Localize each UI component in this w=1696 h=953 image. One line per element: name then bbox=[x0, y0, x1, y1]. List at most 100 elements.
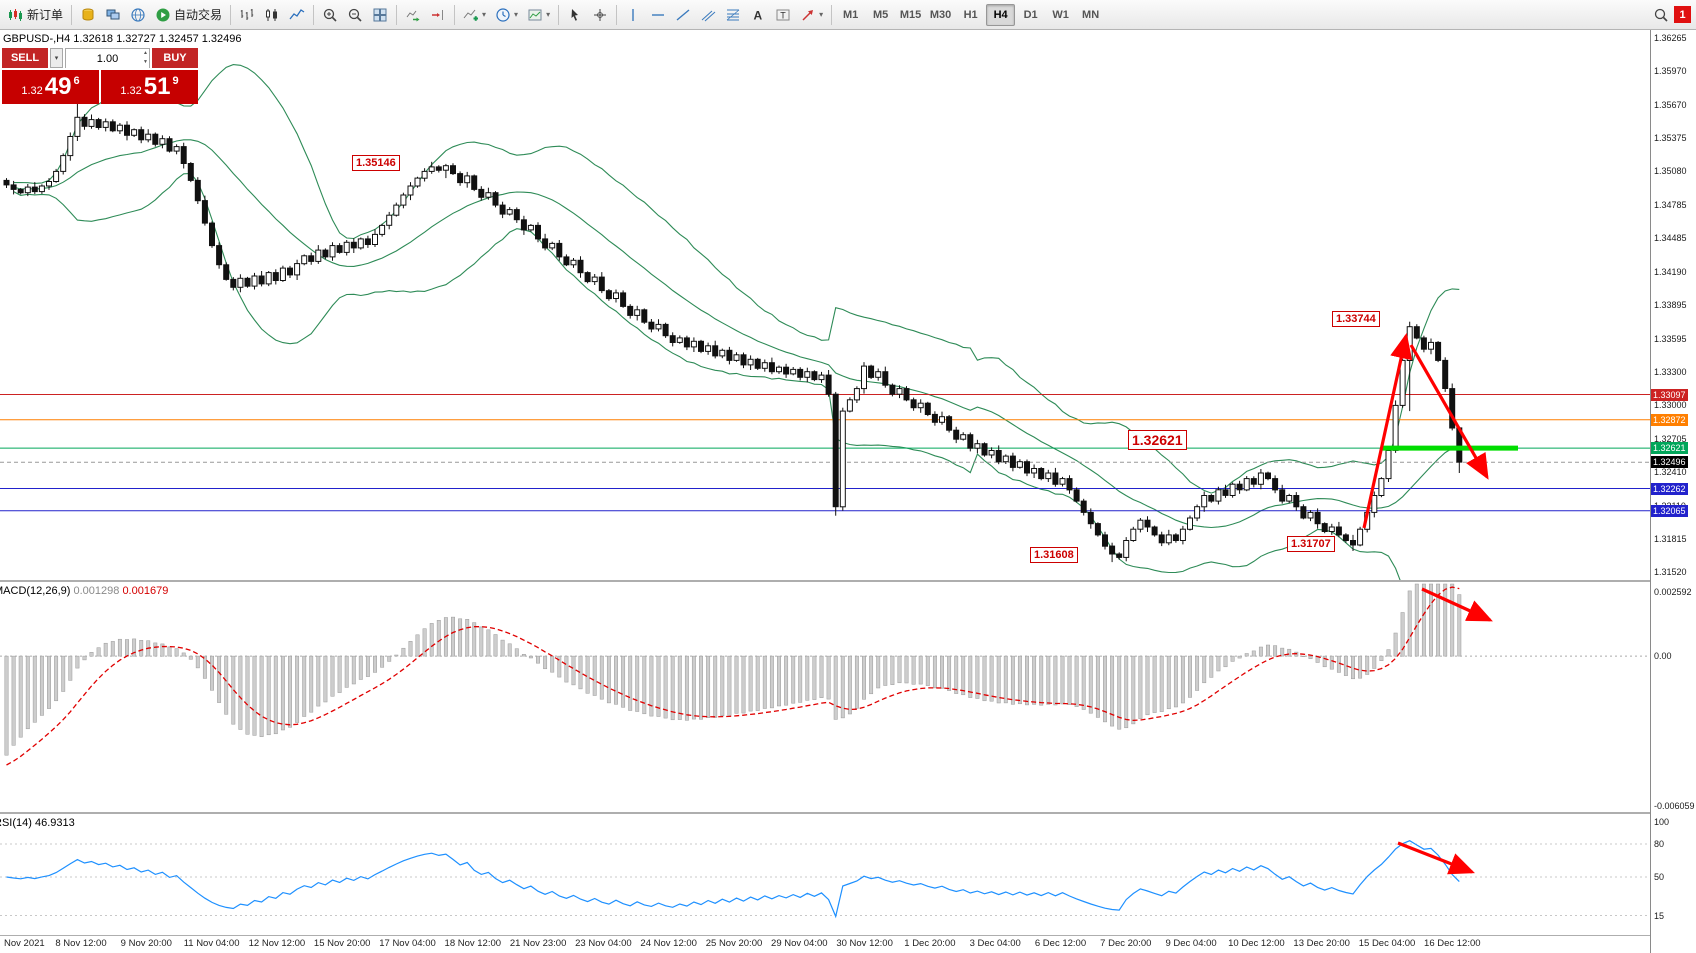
panel-separator[interactable] bbox=[0, 812, 1696, 814]
buy-price-tile[interactable]: 1.32 51 9 bbox=[101, 70, 198, 104]
ohlc-title-text: GBPUSD-,H4 1.32618 1.32727 1.32457 1.324… bbox=[3, 33, 242, 45]
macd-axis-label: 0.00 bbox=[1654, 651, 1672, 662]
vertical-line-button[interactable] bbox=[621, 3, 645, 27]
buy-button[interactable]: BUY bbox=[152, 48, 198, 68]
play-icon bbox=[155, 7, 171, 23]
rsi-line bbox=[6, 840, 1460, 919]
price-tag-1.32496: 1.32496 bbox=[1651, 456, 1688, 469]
tf-h1[interactable]: H1 bbox=[963, 8, 978, 21]
templates-button[interactable]: ▾ bbox=[523, 3, 554, 27]
panel-separator[interactable] bbox=[0, 935, 1696, 936]
line-chart-button[interactable] bbox=[285, 3, 309, 27]
rsi-panel-canvas[interactable] bbox=[0, 814, 1650, 935]
new-order-button[interactable]: 新订单 bbox=[4, 3, 67, 27]
toolbar-separator bbox=[313, 4, 315, 25]
toolbar-separator bbox=[71, 4, 73, 25]
price-tick: 1.33895 bbox=[1654, 299, 1687, 310]
candles-layer bbox=[3, 81, 1463, 563]
time-label: 9 Nov 20:00 bbox=[120, 938, 172, 949]
macd-panel-canvas[interactable] bbox=[0, 582, 1650, 812]
buy-price-pip: 9 bbox=[172, 75, 179, 87]
clock-icon bbox=[495, 7, 511, 23]
crosshair-button[interactable] bbox=[588, 3, 612, 27]
price-tag-1.33097: 1.33097 bbox=[1651, 388, 1688, 401]
indicators-button[interactable]: ▾ bbox=[459, 3, 490, 27]
tf-m5[interactable]: M5 bbox=[872, 8, 889, 21]
zoom-out-button[interactable] bbox=[343, 3, 367, 27]
history-center-button[interactable] bbox=[76, 3, 100, 27]
search-icon bbox=[1653, 7, 1669, 23]
lot-spinner[interactable]: ▲ ▼ bbox=[143, 49, 148, 67]
candle-chart-button[interactable] bbox=[260, 3, 284, 27]
time-label: 3 Dec 04:00 bbox=[969, 938, 1021, 949]
periods-button[interactable]: ▾ bbox=[491, 3, 522, 27]
tf-mn[interactable]: MN bbox=[1082, 8, 1100, 21]
tf-m1[interactable]: M1 bbox=[842, 8, 859, 21]
chart-shift-icon bbox=[430, 7, 446, 23]
database-icon bbox=[80, 7, 96, 23]
zoom-out-icon bbox=[347, 7, 363, 23]
lot-down-icon[interactable]: ▼ bbox=[143, 59, 148, 65]
cursor-button[interactable] bbox=[563, 3, 587, 27]
horizontal-line-button[interactable] bbox=[646, 3, 670, 27]
community-button[interactable] bbox=[126, 3, 150, 27]
panel-separator[interactable] bbox=[0, 580, 1696, 582]
arrow-icon bbox=[800, 7, 816, 23]
main-chart-canvas[interactable] bbox=[0, 30, 1650, 580]
monitors-icon bbox=[105, 7, 121, 23]
price-axis[interactable]: 1.36265 1.35970 1.35670 1.35375 1.35080 1.347… bbox=[1650, 30, 1696, 953]
time-label: 12 Nov 12:00 bbox=[248, 938, 306, 949]
channel-button[interactable] bbox=[696, 3, 720, 27]
price-tick: 1.31815 bbox=[1654, 533, 1687, 544]
vline-icon bbox=[625, 7, 641, 23]
macd-name: MACD(12,26,9) bbox=[0, 585, 71, 597]
tf-h4[interactable]: H4 bbox=[986, 3, 1016, 26]
bars-icon bbox=[239, 7, 255, 23]
auto-trading-button[interactable]: 自动交易 bbox=[151, 3, 226, 27]
bar-chart-button[interactable] bbox=[235, 3, 259, 27]
trendline-button[interactable] bbox=[671, 3, 695, 27]
toolbar-separator bbox=[558, 4, 560, 25]
tile-windows-button[interactable] bbox=[368, 3, 392, 27]
lot-size-field[interactable]: ▲▼ bbox=[65, 48, 150, 68]
sell-price-big: 49 bbox=[44, 73, 72, 100]
chart-shift-button[interactable] bbox=[426, 3, 450, 27]
label-button[interactable]: T bbox=[771, 3, 795, 27]
auto-scroll-button[interactable] bbox=[401, 3, 425, 27]
price-tick: 1.31520 bbox=[1654, 567, 1687, 577]
tf-m30[interactable]: M30 bbox=[929, 8, 952, 21]
zoom-in-button[interactable] bbox=[318, 3, 342, 27]
notification-badge[interactable]: 1 bbox=[1674, 6, 1691, 23]
price-tick: 1.34485 bbox=[1654, 233, 1687, 244]
time-label: 15 Dec 04:00 bbox=[1358, 938, 1416, 949]
multi-charts-button[interactable] bbox=[101, 3, 125, 27]
tf-w1[interactable]: W1 bbox=[1052, 8, 1069, 21]
time-label: 25 Nov 20:00 bbox=[705, 938, 763, 949]
lot-up-icon[interactable]: ▲ bbox=[143, 50, 148, 56]
price-tick: 1.32705 bbox=[1654, 433, 1687, 444]
sell-price-tile[interactable]: 1.32 49 6 bbox=[2, 70, 99, 104]
time-label: 11 Nov 04:00 bbox=[183, 938, 240, 949]
price-tick: 1.32410 bbox=[1654, 466, 1687, 477]
chevron-down-icon: ▾ bbox=[514, 10, 519, 19]
toolbar-separator bbox=[616, 4, 618, 25]
tf-m15[interactable]: M15 bbox=[899, 8, 922, 21]
lot-size-input[interactable] bbox=[66, 50, 149, 68]
tf-d1[interactable]: D1 bbox=[1023, 8, 1038, 21]
zoom-in-icon bbox=[322, 7, 338, 23]
sell-button[interactable]: SELL bbox=[2, 48, 48, 68]
macd-header: MACD(12,26,9) 0.001298 0.001679 bbox=[0, 585, 168, 597]
time-axis[interactable]: Nov 2021 8 Nov 12:00 9 Nov 20:00 11 Nov 04:… bbox=[0, 936, 1650, 953]
globe-icon bbox=[130, 7, 146, 23]
arrows-button[interactable]: ▾ bbox=[796, 3, 827, 27]
fibonacci-button[interactable] bbox=[721, 3, 745, 27]
time-label: 1 Dec 20:00 bbox=[904, 938, 956, 949]
bollinger-middle-line bbox=[13, 139, 1460, 529]
trade-options-caret[interactable]: ▾ bbox=[50, 48, 63, 68]
symbol-search-button[interactable] bbox=[1649, 3, 1673, 27]
text-button[interactable]: A bbox=[746, 3, 770, 27]
buy-price-prefix: 1.32 bbox=[120, 85, 142, 97]
rsi-value: 46.9313 bbox=[34, 817, 75, 829]
auto-trading-button-label: 自动交易 bbox=[174, 8, 223, 22]
chart-ohlc-header: GBPUSD-,H4 1.32618 1.32727 1.32457 1.324… bbox=[3, 33, 242, 45]
